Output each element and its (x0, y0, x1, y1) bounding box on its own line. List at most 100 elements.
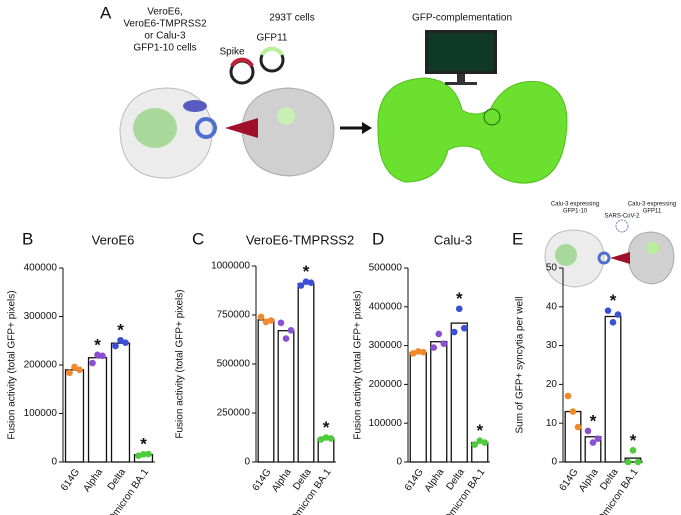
replicate-point (135, 452, 142, 459)
target-cell-label: VeroE6-TMPRSS2 (123, 19, 207, 30)
x-tick-label: 614G (59, 467, 82, 494)
panel-letter: A (100, 3, 112, 22)
inset-label: SARS-CoV-2 (604, 214, 640, 220)
panel-a: A VeroE6, VeroE6-TMPRSS2 or Calu-3 GFP1-… (100, 3, 568, 184)
significance-marker: * (140, 434, 147, 453)
spike-label: Spike (219, 47, 244, 58)
replicate-point (634, 458, 642, 466)
y-tick-label: 500000 (369, 263, 403, 274)
replicate-point (267, 317, 275, 324)
replicate-point (614, 311, 622, 318)
y-tick-label: 200000 (24, 360, 58, 371)
replicate-point (460, 324, 468, 332)
significance-marker: * (476, 421, 483, 440)
result-label: GFP-complementation (412, 13, 512, 24)
monitor-screen (428, 33, 494, 71)
y-tick-label: 400000 (369, 301, 403, 312)
replicate-point (609, 319, 617, 326)
bar (450, 322, 468, 463)
replicate-point (71, 363, 78, 371)
y-tick-label: 500000 (217, 359, 251, 370)
y-tick-label: 20 (546, 379, 558, 390)
replicate-point (262, 318, 270, 326)
nucleus (277, 107, 295, 125)
replicate-point (302, 278, 310, 285)
y-tick-label: 200000 (369, 379, 403, 390)
plasmid (260, 46, 284, 57)
significance-marker: * (94, 335, 101, 354)
inset-label: Calu-3 expressing (628, 202, 676, 208)
bar (277, 330, 295, 463)
replicate-point (435, 330, 443, 338)
bar (110, 342, 131, 463)
y-tick-label: 0 (244, 457, 250, 468)
nucleus (483, 108, 501, 126)
replicate-point (604, 307, 612, 314)
replicate-point (569, 408, 577, 415)
replicate-point (317, 436, 325, 443)
chart-title: VeroE6 (92, 232, 135, 247)
monitor-stand (445, 82, 477, 85)
receptor (183, 100, 207, 112)
replicate-point (481, 439, 489, 446)
replicate-point (409, 350, 417, 357)
y-tick-label: 0 (396, 457, 402, 468)
spike-protein (225, 118, 258, 138)
receptor (597, 251, 611, 265)
panel-letter: E (512, 229, 523, 248)
y-tick-label: 100000 (369, 418, 403, 429)
y-tick-label: 0 (551, 457, 557, 468)
target-cell-label: GFP1-10 cells (133, 43, 196, 54)
replicate-point (257, 313, 265, 321)
panel-letter: D (372, 229, 384, 248)
significance-marker: * (303, 262, 310, 281)
bar (430, 341, 448, 463)
replicate-point (589, 439, 597, 446)
inset-label: Calu-3 expressing (551, 202, 599, 208)
y-tick-label: 40 (546, 301, 558, 312)
y-tick-label: 30 (546, 340, 558, 351)
significance-marker: * (456, 289, 463, 308)
target-cell-label: VeroE6, (147, 7, 183, 18)
replicate-point (471, 441, 479, 448)
panel-e-inset (544, 219, 675, 288)
replicate-point (419, 348, 427, 356)
y-axis-label: Sum of GFP+ syncytia per well (515, 297, 526, 434)
y-tick-label: 400000 (24, 263, 58, 274)
y-tick-label: 300000 (24, 311, 58, 322)
significance-marker: * (323, 418, 330, 437)
replicate-point (564, 392, 572, 400)
replicate-point (94, 351, 101, 359)
cell (627, 231, 675, 285)
significance-marker: * (610, 291, 617, 310)
y-axis-label: Fusion activity (total GFP+ pixels) (353, 290, 364, 439)
y-tick-label: 250000 (217, 408, 251, 419)
chart-title: Calu-3 (434, 232, 472, 247)
y-axis-label: Fusion activity (total GFP+ pixels) (175, 289, 186, 438)
replicate-point (574, 423, 582, 431)
x-tick-label: Alpha (577, 467, 601, 495)
nucleus (133, 108, 177, 148)
replicate-point (297, 282, 305, 289)
y-axis-label: Fusion activity (total GFP+ pixels) (7, 290, 18, 439)
significance-marker: * (117, 321, 124, 340)
effector-cell (241, 87, 335, 177)
syncytium (377, 77, 568, 184)
panel-letter: C (192, 229, 204, 248)
replicate-point (414, 348, 422, 355)
nucleus (555, 244, 577, 266)
replicate-point (594, 435, 602, 443)
replicate-point (440, 340, 448, 347)
x-tick-label: Alpha (270, 467, 294, 495)
y-tick-label: 1000000 (211, 261, 250, 272)
target-cell-label: or Calu-3 (144, 31, 186, 42)
replicate-point (327, 435, 335, 442)
replicate-point (99, 352, 106, 360)
bar (257, 319, 275, 463)
bar (409, 351, 427, 463)
replicate-point (282, 335, 290, 342)
replicate-point (76, 366, 83, 374)
arrow (362, 122, 372, 134)
replicate-point (430, 344, 438, 351)
